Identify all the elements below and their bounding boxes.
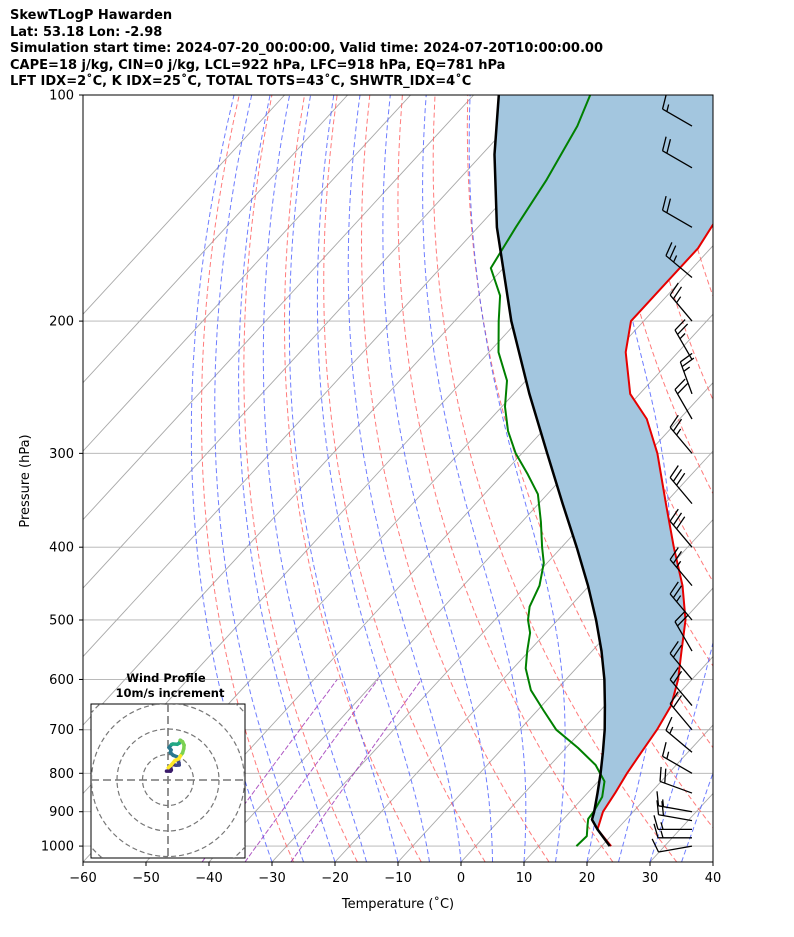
moist-adiabat: [712, 860, 713, 862]
moist-adiabat: [190, 95, 273, 862]
x-tick-label: 40: [705, 871, 722, 886]
y-tick-label: 300: [49, 447, 74, 462]
x-tick-label: −40: [195, 871, 222, 886]
y-tick-label: 1000: [41, 840, 74, 855]
dry-adiabat: [761, 95, 794, 862]
wind-barb: [651, 838, 693, 853]
wind-barb: [659, 766, 693, 794]
hodograph-subtitle: 10m/s increment: [116, 686, 225, 700]
y-axis-label: Pressure (hPa): [18, 434, 33, 527]
dry-adiabat: [243, 95, 358, 862]
moist-adiabat: [347, 95, 462, 862]
moist-adiabat: [238, 95, 336, 862]
dry-adiabat: [597, 95, 713, 495]
parcel-profile-line: [493, 95, 611, 847]
isotherm-line: [712, 861, 713, 862]
dewpoint-profile-line: [489, 95, 606, 847]
isotherm-line: [776, 95, 794, 862]
wind-barb: [661, 195, 693, 228]
wind-barb: [665, 716, 693, 753]
isotherm-line: [460, 587, 713, 862]
mixing-ratio-line: [244, 679, 379, 862]
y-tick-label: 100: [49, 89, 74, 104]
dry-adiabat: [432, 95, 678, 862]
y-tick-label: 600: [49, 673, 74, 688]
mixing-ratio-line: [290, 679, 422, 862]
isotherm-line: [83, 95, 600, 658]
isotherm-line: [83, 95, 474, 521]
wind-barb: [669, 508, 693, 548]
isotherm-line: [83, 95, 285, 315]
dry-adiabat: [283, 95, 422, 862]
x-tick-label: −50: [132, 871, 159, 886]
moist-adiabat: [468, 95, 566, 862]
wind-barb: [653, 823, 692, 839]
isotherm-line: [586, 724, 713, 862]
wind-barb: [661, 94, 693, 127]
x-tick-label: −60: [69, 871, 96, 886]
moist-adiabat: [422, 95, 527, 862]
chart-title-indices-1: CAPE=18 j/kg, CIN=0 j/kg, LCL=922 hPa, L…: [10, 57, 506, 73]
x-tick-label: 10: [516, 871, 533, 886]
wind-barb: [656, 791, 693, 813]
wind-barb: [656, 800, 693, 822]
x-axis-label: Temperature (˚C): [341, 896, 454, 912]
chart-title-location: Lat: 53.18 Lon: -2.98: [10, 24, 163, 40]
y-tick-label: 800: [49, 767, 74, 782]
moist-adiabat: [382, 95, 493, 862]
wind-barb: [669, 691, 693, 731]
isotherm-line: [397, 518, 713, 862]
moist-adiabat: [214, 95, 304, 862]
chart-title-times: Simulation start time: 2024-07-20_00:00:…: [10, 41, 603, 56]
wind-barb: [669, 667, 693, 706]
moist-adiabat: [288, 95, 399, 862]
cape-shaded-area: [494, 95, 713, 847]
wind-barb: [669, 581, 693, 621]
y-tick-label: 500: [49, 613, 74, 628]
wind-barb: [674, 319, 693, 360]
dry-adiabat: [466, 95, 713, 829]
moist-adiabat: [681, 771, 713, 862]
hodograph-ring: [91, 704, 245, 858]
x-tick-label: −30: [258, 871, 285, 886]
isotherm-line: [145, 245, 713, 862]
wind-barb: [669, 465, 693, 505]
moist-adiabat: [316, 95, 430, 862]
isotherm-line: [83, 95, 348, 384]
wind-barb: [661, 136, 693, 169]
x-tick-label: −10: [384, 871, 411, 886]
wind-barb: [674, 378, 693, 420]
wind-barb: [653, 815, 692, 831]
wind-barb: [669, 547, 693, 587]
dry-adiabat: [729, 95, 794, 862]
y-tick-label: 700: [49, 723, 74, 738]
wind-barb: [669, 282, 693, 322]
isotherm-line: [83, 95, 537, 589]
wind-barb: [665, 242, 693, 279]
temperature-profile-line: [596, 222, 713, 847]
wind-barb: [669, 640, 693, 680]
wind-barb: [674, 610, 693, 652]
dry-adiabat: [201, 95, 294, 862]
x-tick-label: −20: [321, 871, 348, 886]
x-tick-label: 30: [642, 871, 659, 886]
y-tick-label: 200: [49, 315, 74, 330]
chart-title-block: SkewTLogP Hawarden Lat: 53.18 Lon: -2.98…: [10, 8, 603, 91]
moist-adiabat: [649, 95, 713, 862]
x-tick-label: 20: [579, 871, 596, 886]
dry-adiabat: [323, 95, 486, 862]
chart-title-station: SkewTLogP Hawarden: [10, 8, 173, 23]
wind-barb: [669, 414, 693, 454]
x-tick-label: 0: [457, 871, 465, 886]
dry-adiabat: [397, 95, 614, 862]
chart-title-indices-2: LFT IDX=2˚C, K IDX=25˚C, TOTAL TOTS=43˚C…: [10, 74, 472, 89]
y-tick-label: 400: [49, 541, 74, 556]
hodograph-trace-segment: [166, 763, 173, 770]
isotherm-line: [334, 450, 713, 862]
isotherm-line: [83, 95, 411, 452]
y-tick-label: 900: [49, 805, 74, 820]
wind-barb: [661, 742, 693, 774]
hodograph-title: Wind Profile: [126, 671, 206, 685]
